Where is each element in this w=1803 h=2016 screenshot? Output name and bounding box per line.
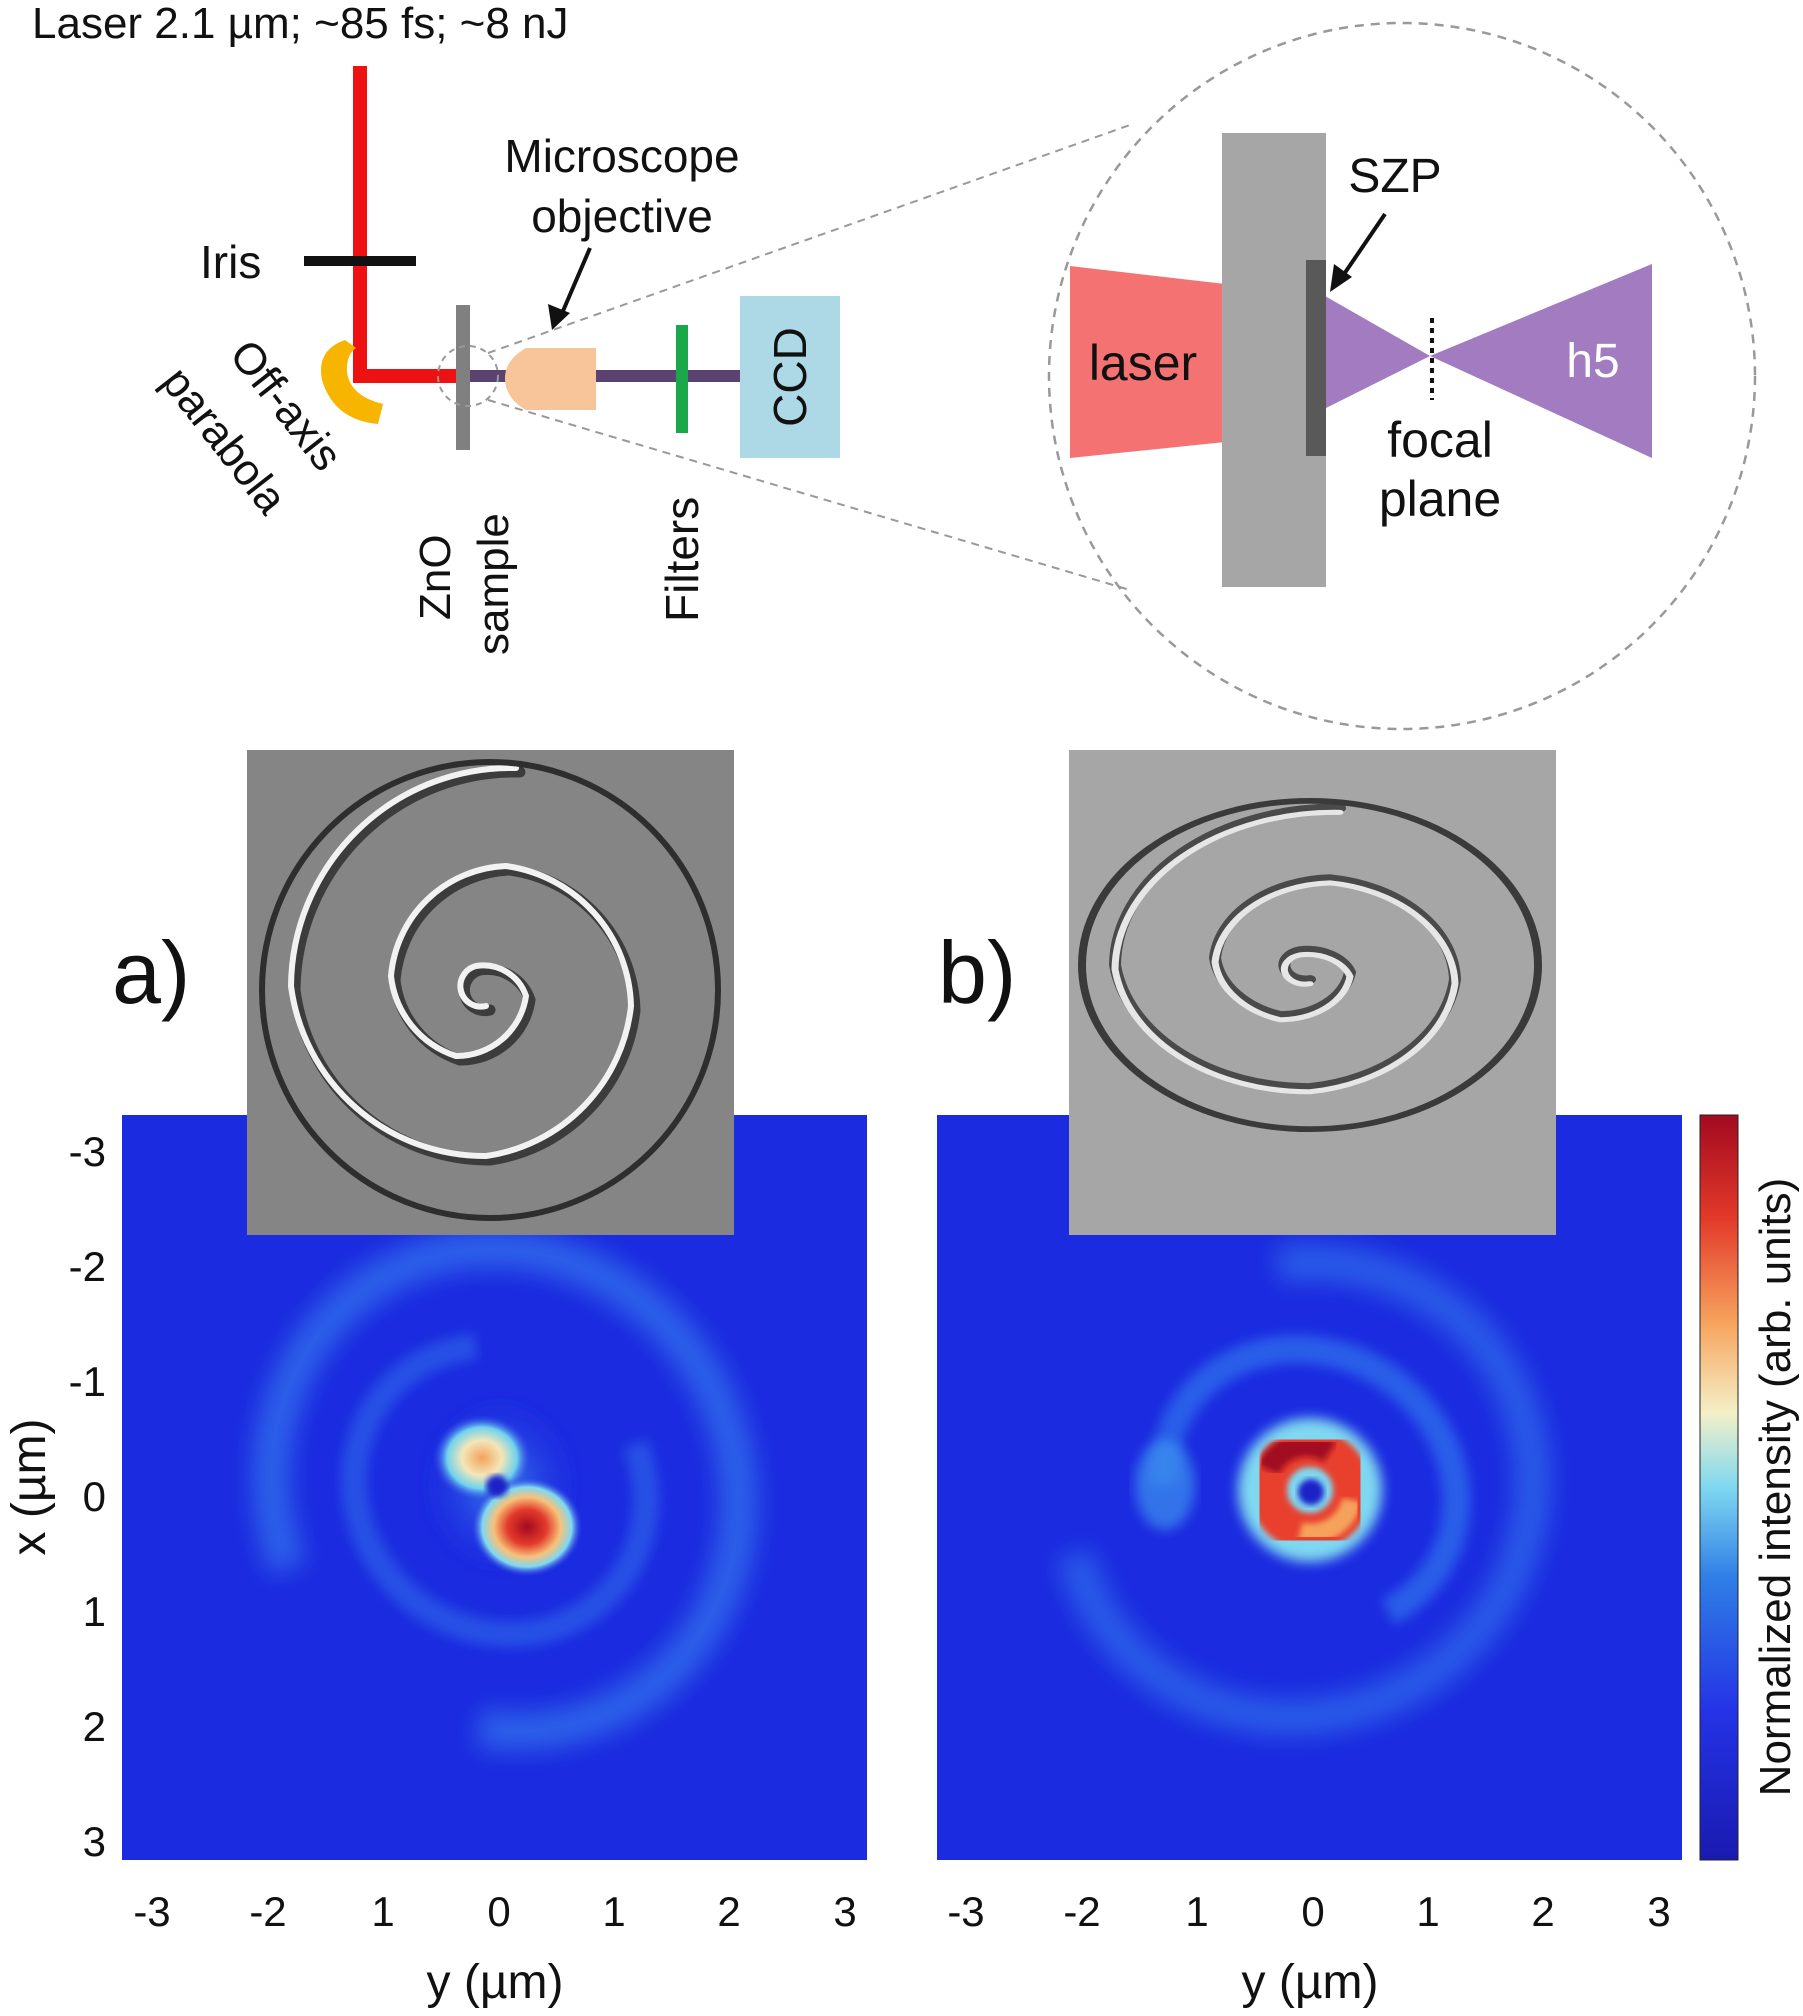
microscope-objective	[505, 348, 596, 410]
x-tick: -3	[947, 1888, 984, 1935]
x-tick: -3	[133, 1888, 170, 1935]
panel-a-ylabel: x (µm)	[3, 1419, 56, 1556]
x-tick: 2	[717, 1888, 740, 1935]
spiral-a	[259, 759, 721, 1221]
filters-label: Filters	[656, 497, 708, 622]
focal-label-line2: plane	[1379, 471, 1501, 527]
heatmap-a-peak-upper	[432, 1414, 532, 1502]
ccd-label: CCD	[764, 327, 816, 427]
harmonic-label: h5	[1566, 335, 1619, 388]
panel-a-label: a)	[112, 923, 190, 1022]
laser-label: Laser 2.1 µm; ~85 fs; ~8 nJ	[32, 0, 569, 48]
objective-arrow-shaft	[558, 247, 592, 319]
sem-inset-b	[1069, 750, 1556, 1235]
panel-b-xlabel: y (µm)	[1242, 1956, 1379, 2009]
colorbar: Normalized intensity (arb. units)	[1699, 1114, 1800, 1861]
szp-arrow-head	[1330, 264, 1352, 292]
objective-arrow-head	[548, 304, 570, 330]
harmonic-beam	[1318, 264, 1652, 458]
x-tick: 1	[371, 1888, 394, 1935]
sem-inset-b-background	[1069, 750, 1556, 1235]
szp-plate	[1306, 260, 1326, 456]
zoom-circle	[1047, 21, 1757, 731]
x-tick: 1	[1185, 1888, 1208, 1935]
zno-sample	[456, 305, 470, 450]
szp-label: SZP	[1348, 150, 1441, 203]
ccd-camera	[740, 296, 840, 458]
x-tick: 0	[487, 1888, 510, 1935]
spiral-b-highlight	[1111, 809, 1459, 1095]
y-tick: 2	[83, 1703, 106, 1750]
zoom-marker	[437, 345, 499, 407]
colorbar-label: Normalized intensity (arb. units)	[1751, 1178, 1800, 1797]
spiral-b-rim	[1078, 797, 1542, 1133]
zoom-view: laser h5 SZP focal plane	[1047, 21, 1757, 731]
off-axis-parabola	[320, 340, 383, 424]
spiral-a-highlight	[287, 764, 635, 1160]
spiral-a-rim	[259, 759, 721, 1221]
panel-a-xlabel: y (µm)	[427, 1956, 564, 2009]
sample-label-line1: ZnO	[411, 534, 460, 620]
heatmap-b-donut-hot	[1257, 1432, 1337, 1476]
panel-a: a) -3 -2 -1 0 1 2 3 -3 -2 1 0 1 2 3 y (µ…	[3, 750, 867, 2009]
x-tick: 2	[1531, 1888, 1554, 1935]
heatmap-a-outer-ring	[252, 1229, 758, 1751]
y-tick: -3	[69, 1128, 106, 1175]
zoom-connector-top	[487, 124, 1131, 354]
panel-b: b) -3 -2 1 0 1 2 3 y (µm)	[937, 750, 1682, 2009]
y-tick: 0	[83, 1473, 106, 1520]
y-tick: 1	[83, 1588, 106, 1635]
focal-label-line1: focal	[1387, 412, 1493, 468]
sem-inset-a	[247, 750, 734, 1235]
heatmap-b-left-lobe	[1135, 1440, 1195, 1530]
objective-label-line1: Microscope	[504, 130, 739, 182]
heatmap-b	[937, 1115, 1682, 1860]
objective-label-line2: objective	[531, 190, 713, 242]
colorbar-bar	[1699, 1114, 1739, 1861]
panel-a-y-ticks: -3 -2 -1 0 1 2 3	[69, 1128, 106, 1865]
spiral-b	[1078, 797, 1542, 1133]
x-tick: 0	[1301, 1888, 1324, 1935]
y-tick: -2	[69, 1243, 106, 1290]
x-tick: 1	[602, 1888, 625, 1935]
heatmap-a-null	[486, 1475, 508, 1497]
laser-beam-zoom	[1070, 266, 1225, 458]
panel-b-label: b)	[938, 923, 1016, 1022]
setup-schematic: Laser 2.1 µm; ~85 fs; ~8 nJ Iris Off-axi…	[32, 0, 1131, 655]
panel-a-x-ticks: -3 -2 1 0 1 2 3	[133, 1888, 856, 1935]
heatmap-b-null	[1298, 1479, 1324, 1505]
laser-zoom-label: laser	[1089, 335, 1197, 391]
heatmap-a	[122, 1115, 867, 1860]
x-tick: 3	[1647, 1888, 1670, 1935]
heatmap-b-outer-ring	[1049, 1244, 1551, 1736]
heatmap-a-inner-ring	[341, 1332, 659, 1648]
heatmap-a-peak-lower	[471, 1477, 583, 1577]
szp-arrow-shaft	[1338, 212, 1387, 282]
x-tick: 1	[1416, 1888, 1439, 1935]
heatmap-b-inner-ring	[1149, 1335, 1471, 1641]
x-tick: 3	[833, 1888, 856, 1935]
y-tick: -1	[69, 1358, 106, 1405]
filter	[676, 325, 688, 433]
panel-b-x-ticks: -3 -2 1 0 1 2 3	[947, 1888, 1670, 1935]
heatmap-b-donut-warm	[1297, 1497, 1362, 1544]
x-tick: -2	[249, 1888, 286, 1935]
y-tick: 3	[83, 1818, 106, 1865]
x-tick: -2	[1063, 1888, 1100, 1935]
sample-label-line2: sample	[469, 513, 518, 655]
iris-label: Iris	[200, 236, 261, 288]
